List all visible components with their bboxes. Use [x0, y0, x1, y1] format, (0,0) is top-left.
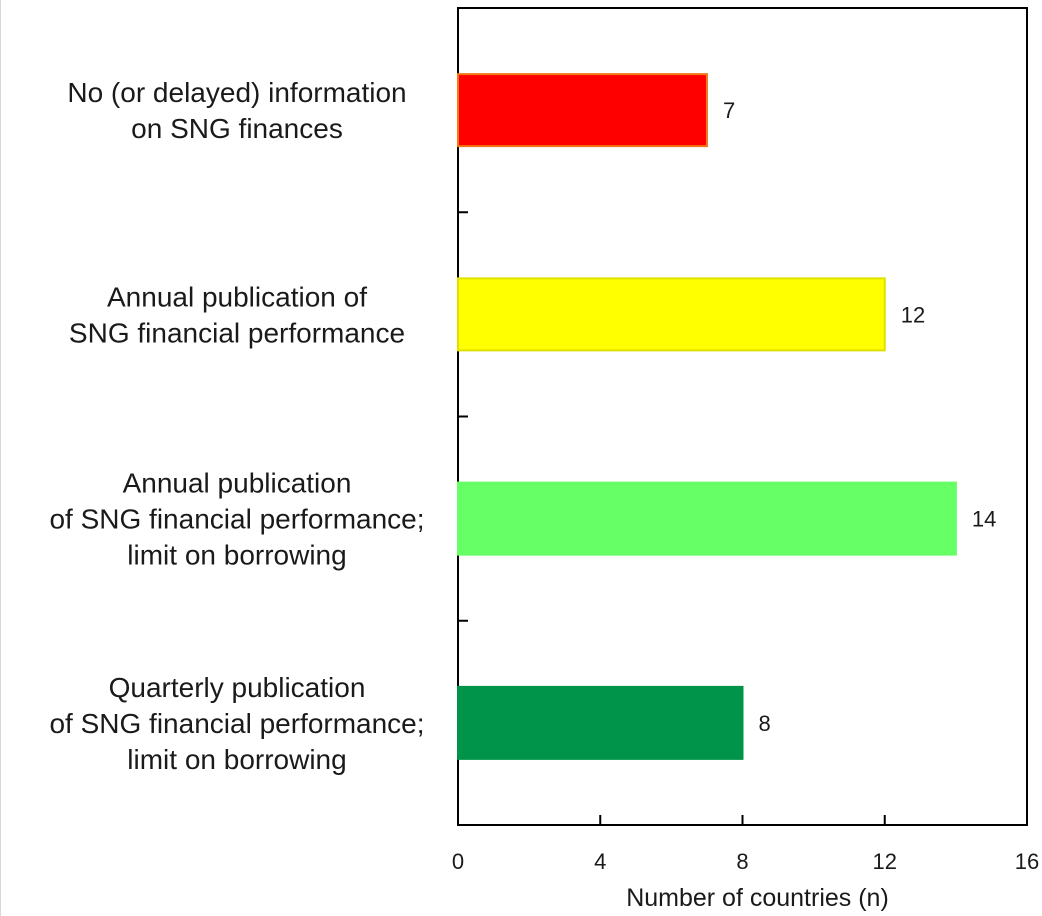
category-label-2: Annual publication of SNG financial perfo… — [69, 281, 405, 348]
data-label-4: 8 — [759, 711, 771, 736]
category-label-3: Annual publication of SNG financial perfo… — [49, 468, 424, 571]
x-tick-label-8: 8 — [736, 849, 748, 874]
data-label-2: 12 — [901, 302, 925, 327]
bar-1 — [457, 73, 708, 148]
x-tick-label-0: 0 — [452, 849, 464, 874]
x-tick-label-4: 4 — [594, 849, 606, 874]
data-label-3: 14 — [972, 507, 996, 532]
category-label-4: Quarterly publication of SNG financial pe… — [49, 672, 424, 775]
x-tick-label-12: 12 — [873, 849, 897, 874]
x-tick-label-16: 16 — [1015, 849, 1039, 874]
bar-4 — [457, 685, 744, 760]
bar-2 — [457, 277, 886, 352]
data-label-1: 7 — [723, 98, 735, 123]
x-axis-title: Number of countries (n) — [626, 884, 889, 912]
bar-3 — [457, 481, 957, 556]
category-label-1: No (or delayed) information on SNG financ… — [67, 77, 406, 144]
